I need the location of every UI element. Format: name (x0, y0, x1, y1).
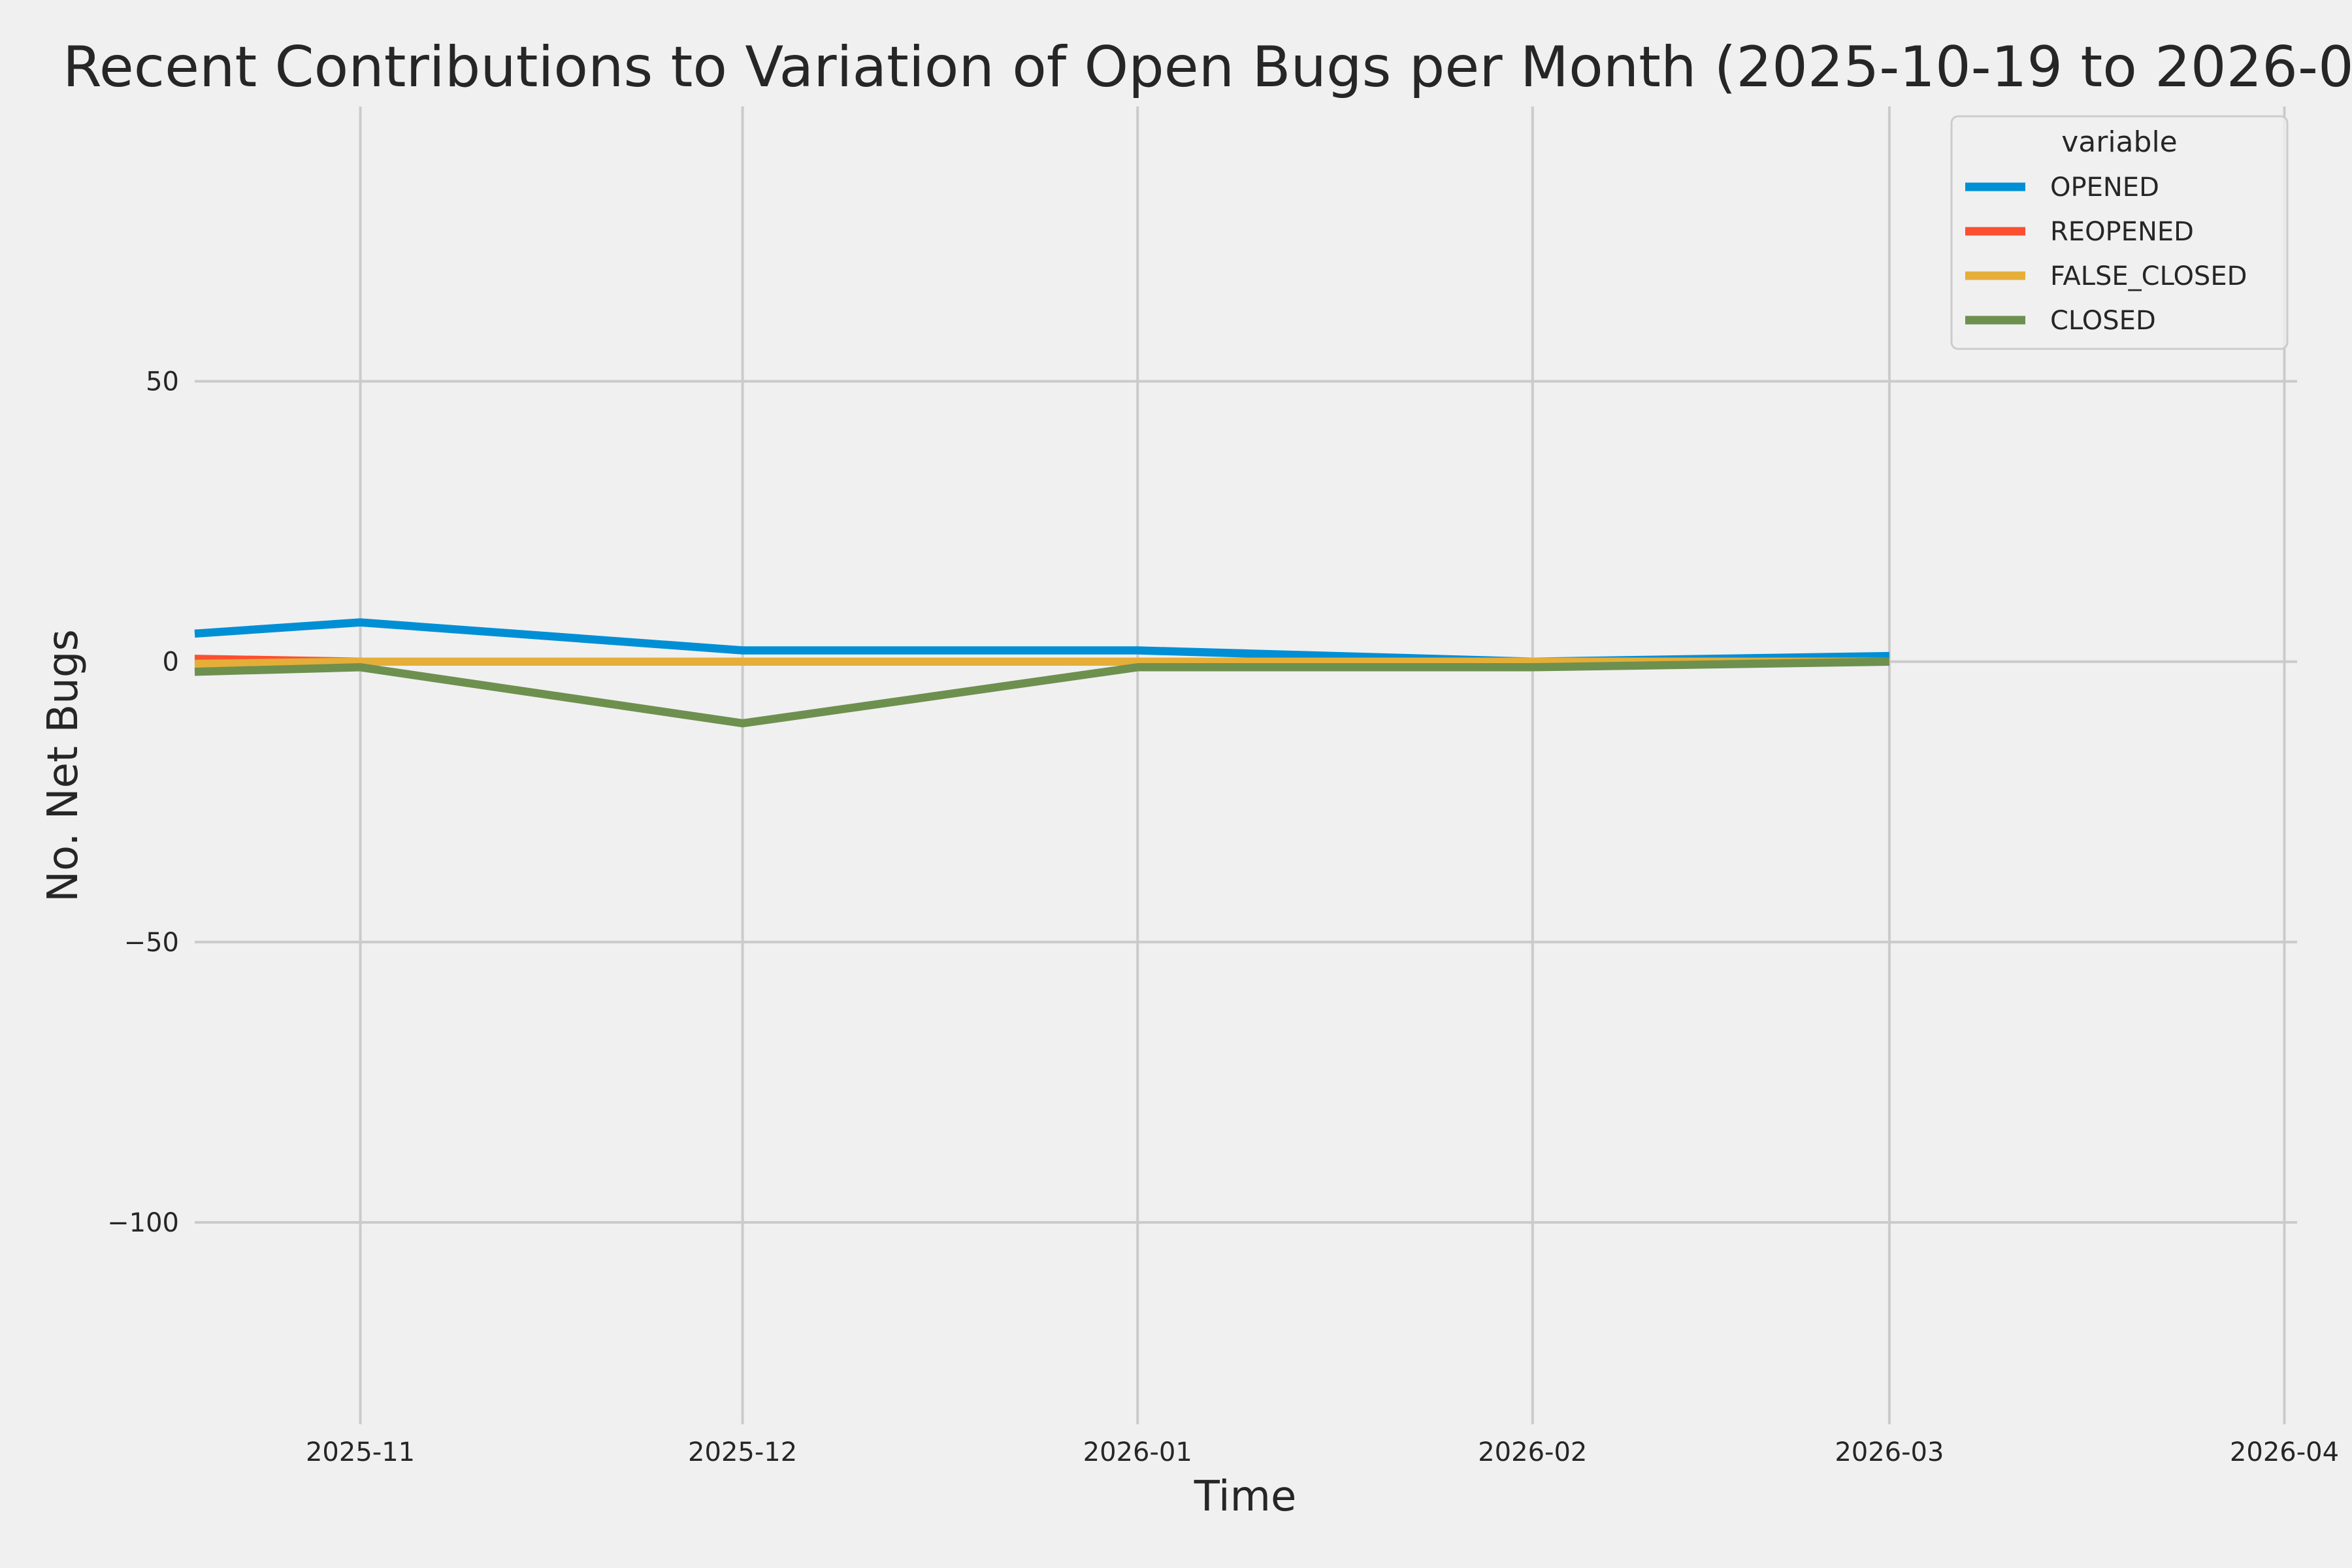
x-axis-label: Time (1194, 1473, 1297, 1521)
series-line-false-closed (194, 657, 1889, 668)
y-axis-ticks: 50 0 −50 −100 (107, 367, 179, 1238)
legend-label: REOPENED (2050, 217, 2194, 247)
x-tick-label: 2026-04 (2230, 1437, 2339, 1467)
x-tick-label: 2025-11 (306, 1437, 415, 1467)
y-axis-label: No. Net Bugs (39, 629, 88, 902)
legend-frame (1950, 115, 2289, 350)
x-tick-label: 2026-01 (1083, 1437, 1192, 1467)
legend-label: FALSE_CLOSED (2050, 261, 2247, 291)
series-line-closed (194, 657, 1889, 728)
legend-label: OPENED (2050, 172, 2159, 203)
legend-item-false-closed: FALSE_CLOSED (1965, 261, 2247, 291)
legend-item-closed: CLOSED (1965, 306, 2156, 336)
x-axis-ticks: 2025-11 2025-12 2026-01 2026-02 2026-03 2026-… (306, 1437, 2339, 1467)
legend-label: CLOSED (2050, 306, 2156, 336)
x-tick-label: 2026-03 (1835, 1437, 1944, 1467)
legend-item-opened: OPENED (1965, 172, 2159, 203)
x-tick-label: 2025-12 (688, 1437, 797, 1467)
legend-items: OPENED REOPENED FALSE_CLOSED CLOSED (1965, 172, 2247, 336)
series-lines (194, 618, 1889, 728)
legend-item-reopened: REOPENED (1965, 217, 2194, 247)
y-tick-label: −50 (124, 928, 179, 958)
y-tick-label: 50 (146, 367, 179, 397)
x-tick-label: 2026-02 (1478, 1437, 1587, 1467)
series-line-opened (194, 618, 1889, 666)
chart-title: Recent Contributions to Variation of Ope… (63, 35, 2352, 100)
y-tick-label: −100 (107, 1208, 179, 1238)
y-tick-label: 0 (163, 647, 179, 678)
legend-title: variable (2061, 125, 2178, 159)
legend: variable OPENED REOPENED FALSE_CLOSED CLOSE… (1950, 115, 2289, 350)
